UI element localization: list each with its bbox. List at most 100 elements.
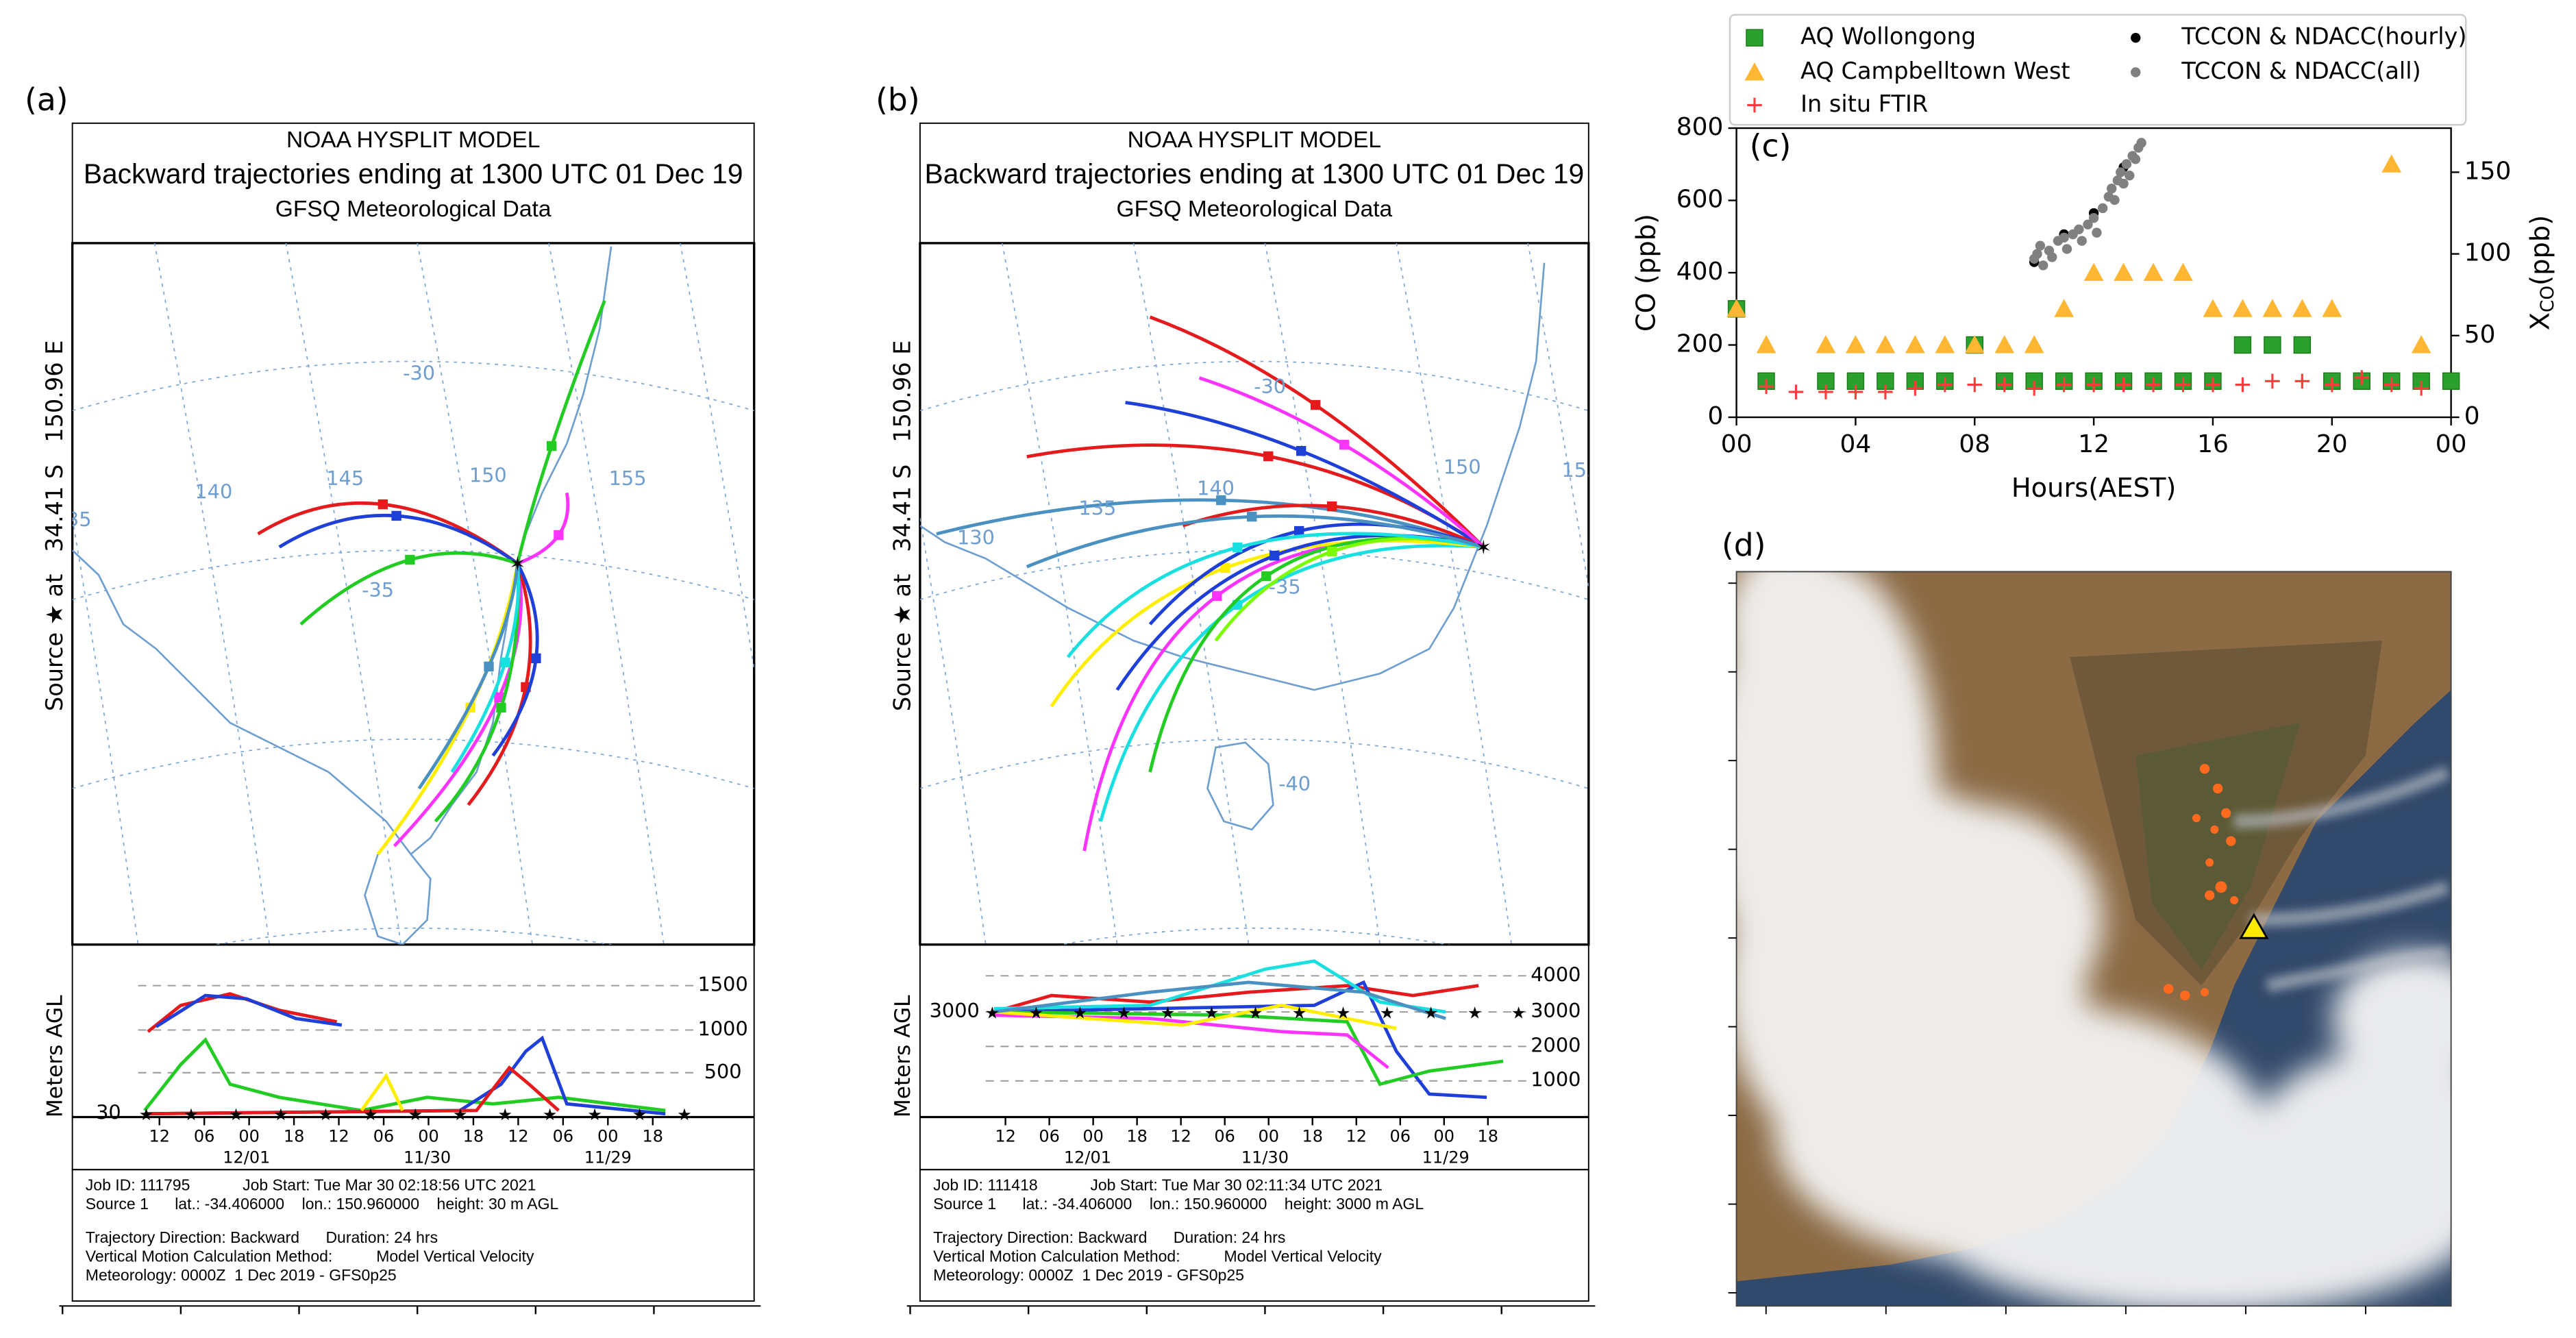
y-tick-label: 600 — [1676, 186, 1724, 214]
map-label: -35 — [362, 578, 394, 602]
marker — [1994, 335, 2015, 354]
height-label: 500 — [704, 1060, 742, 1083]
x-tick-label: 08 — [1959, 430, 1990, 458]
graticule — [1001, 243, 1118, 945]
marker — [2121, 159, 2132, 169]
footer-line: Job ID: 111795 Job Start: Tue Mar 30 02:… — [86, 1176, 536, 1193]
marker — [2264, 336, 2281, 354]
marker — [2047, 252, 2057, 262]
footer-line: Trajectory Direction: Backward Duration:… — [933, 1228, 1285, 1246]
time-label: 00 — [1082, 1126, 1104, 1145]
marker — [2414, 381, 2429, 396]
panel-label: (d) — [1722, 527, 1766, 563]
trajectory-marker — [500, 657, 510, 668]
height-label: 3000 — [1531, 999, 1581, 1022]
height-star: ★ — [1511, 1003, 1526, 1022]
hysplit-title: Backward trajectories ending at 1300 UTC… — [925, 158, 1585, 189]
graticule — [919, 549, 1589, 600]
marker — [2294, 373, 2310, 389]
marker — [1967, 377, 1983, 393]
time-label: 12 — [328, 1126, 349, 1145]
height-label: 4000 — [1531, 963, 1581, 986]
trajectory-marker — [1220, 562, 1230, 573]
marker — [2106, 184, 2117, 194]
height-star: ★ — [1248, 1003, 1263, 1022]
marker — [2292, 299, 2312, 317]
source-star: ✶ — [509, 552, 525, 575]
graticule — [213, 927, 614, 945]
height-trajectory — [360, 1072, 404, 1112]
time-label: 18 — [1126, 1126, 1148, 1145]
date-label: 11/29 — [1422, 1148, 1470, 1167]
marker — [2032, 249, 2042, 259]
time-label: 12 — [1170, 1126, 1191, 1145]
height-star: ★ — [1467, 1003, 1483, 1022]
height-label: 1000 — [698, 1017, 748, 1040]
marker — [2116, 377, 2131, 393]
legend-label: TCCON & NDACC(hourly) — [2181, 23, 2466, 50]
y2-tick-label: 50 — [2464, 321, 2496, 349]
date-label: 12/01 — [1064, 1148, 1111, 1167]
trajectory-marker — [484, 661, 494, 672]
height-star: ★ — [319, 1105, 334, 1124]
y2-title-unit: (ppb) — [2525, 215, 2555, 286]
panel-frame — [71, 122, 755, 1171]
marker — [2054, 299, 2075, 317]
y2-title-sub: CO — [2538, 286, 2558, 312]
height-axis-title: Meters AGL — [43, 995, 68, 1117]
trajectory-marker — [405, 554, 415, 565]
marker — [2088, 212, 2099, 223]
marker — [1996, 377, 2012, 393]
height-star: ★ — [363, 1105, 378, 1124]
height-trajectory — [155, 993, 343, 1028]
height-star: ★ — [1161, 1003, 1176, 1022]
map-label: 135 — [1078, 496, 1116, 519]
height-star: ★ — [1336, 1003, 1351, 1022]
satellite-frame — [1735, 571, 2452, 1307]
graticule — [72, 549, 754, 600]
footer-line: Meteorology: 0000Z 1 Dec 2019 - GFS0p25 — [86, 1266, 397, 1284]
marker — [2411, 335, 2431, 354]
marker — [2293, 336, 2312, 354]
legend-label: AQ Wollongong — [1800, 23, 1976, 50]
graticule — [1058, 927, 1451, 945]
graticule — [1132, 243, 1250, 945]
marker — [2175, 377, 2191, 393]
graticule — [72, 515, 139, 945]
x-tick-label: 12 — [2078, 430, 2109, 458]
marker — [1848, 384, 1863, 399]
marker — [2173, 262, 2193, 282]
height-star: ★ — [453, 1105, 467, 1124]
graticule — [153, 243, 271, 945]
graticule — [548, 243, 665, 945]
y2-tick-label: 100 — [2464, 239, 2512, 267]
map-label: 140 — [1197, 477, 1235, 500]
marker — [2035, 240, 2046, 251]
trajectory-marker — [1233, 542, 1243, 553]
satellite-ticks — [1728, 582, 2366, 1315]
height-label: 1500 — [698, 973, 748, 996]
marker — [2125, 170, 2135, 181]
y2-axis-title: XCO(ppb) — [2525, 215, 2558, 330]
trajectory-marker — [1326, 501, 1337, 512]
marker — [2233, 299, 2253, 317]
marker — [2262, 299, 2283, 317]
panel-label: (b) — [876, 82, 919, 118]
height-trajectory — [147, 992, 338, 1033]
marker — [1726, 299, 1746, 317]
time-label: 18 — [284, 1126, 305, 1145]
time-label: 06 — [1214, 1126, 1235, 1145]
marker — [2083, 262, 2104, 282]
time-label: 12 — [1346, 1126, 1367, 1145]
height-star: ★ — [497, 1105, 512, 1124]
trajectory-marker — [1216, 495, 1226, 506]
marker — [1935, 335, 1955, 354]
legend-frame — [1729, 14, 2467, 126]
height-star: ★ — [139, 1105, 154, 1124]
map-frame — [71, 242, 756, 946]
marker — [2233, 336, 2252, 354]
site-marker — [2239, 913, 2269, 939]
trajectory-marker — [1247, 511, 1257, 522]
map-label: -30 — [403, 362, 435, 385]
